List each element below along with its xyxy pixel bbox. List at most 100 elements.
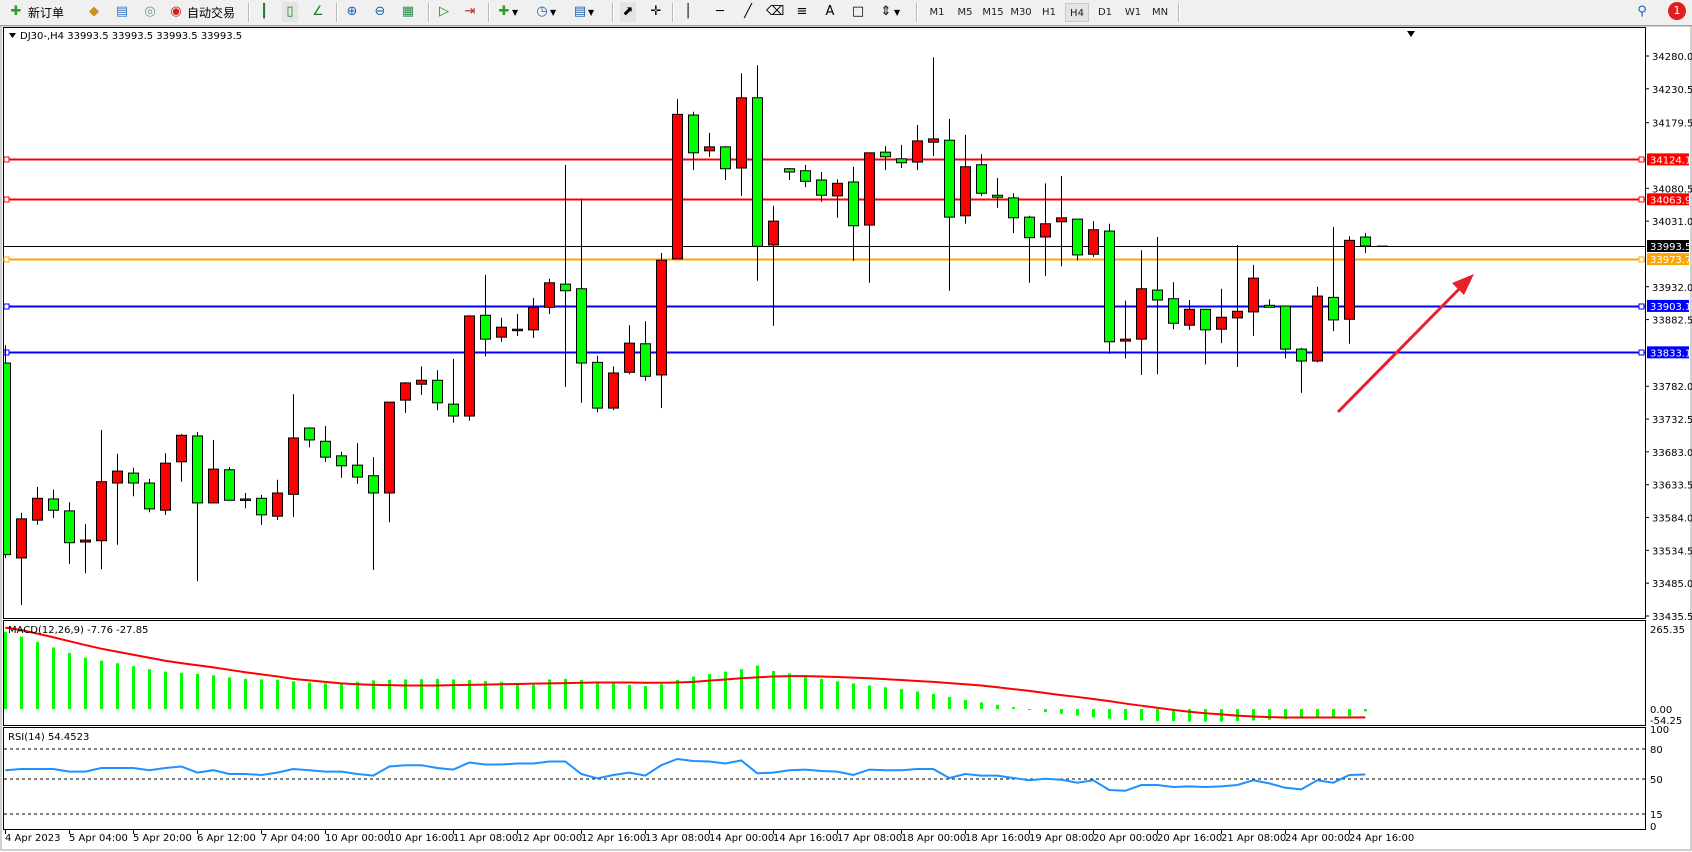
indicators-icon: ✚	[498, 4, 510, 19]
candle	[336, 451, 347, 478]
candle	[144, 479, 155, 513]
line-chart-button[interactable]: ∠	[310, 2, 326, 22]
candle-body	[336, 455, 347, 467]
annotation-arrow-head	[1452, 274, 1474, 295]
level-price-label: 33903.1	[1650, 302, 1691, 313]
candle	[1024, 215, 1035, 283]
candle	[256, 494, 267, 525]
candlestick-button[interactable]: ▯	[282, 2, 298, 22]
time-label: 12 Apr 00:00	[517, 833, 582, 844]
price-tick-label: 34280.0	[1652, 52, 1692, 63]
time-label: 10 Apr 00:00	[325, 833, 390, 844]
market-watch-button[interactable]: ◆	[86, 2, 102, 22]
macd-histogram-bar	[516, 683, 519, 709]
macd-histogram-bar	[756, 665, 759, 709]
macd-histogram-bar	[148, 669, 151, 709]
candle	[1168, 282, 1179, 330]
candle-body	[1312, 295, 1323, 362]
macd-histogram-bar	[324, 683, 327, 709]
navigator-button[interactable]: ▤	[114, 2, 130, 22]
macd-histogram-bar	[932, 693, 935, 709]
text-icon: A	[825, 4, 835, 19]
tile-windows-icon: ▦	[401, 4, 415, 19]
macd-histogram-bar	[1076, 709, 1079, 716]
timeframe-w1[interactable]: W1	[1124, 7, 1142, 18]
level-price-badge	[1647, 299, 1689, 312]
level-handle-right	[1638, 349, 1645, 356]
macd-histogram-bar	[1204, 709, 1207, 722]
chart-shift-button[interactable]: ⇥	[462, 2, 478, 22]
indicators-button[interactable]: ✚ ▼	[496, 2, 519, 22]
auto-trading-button[interactable]: ◉ 自动交易	[168, 2, 235, 22]
timeframe-mn[interactable]: MN	[1151, 7, 1169, 18]
text-button[interactable]: A	[822, 2, 838, 22]
signals-button[interactable]: ◎	[142, 2, 158, 22]
macd-histogram-bar	[1092, 709, 1095, 718]
macd-histogram-bar	[356, 681, 359, 709]
candle	[816, 172, 827, 202]
timeframe-d1[interactable]: D1	[1097, 7, 1113, 18]
macd-histogram-bar	[180, 672, 183, 709]
macd-histogram-bar	[1364, 709, 1367, 712]
candle	[704, 132, 715, 157]
candle	[672, 99, 683, 260]
candle-body	[496, 326, 507, 338]
candle-body	[816, 179, 827, 196]
timeframe-m15[interactable]: M15	[982, 7, 1004, 18]
candle	[496, 317, 507, 342]
macd-histogram-bar	[244, 678, 247, 709]
trendline-button[interactable]: ╱	[740, 2, 756, 22]
timeframe-h1[interactable]: H1	[1042, 7, 1056, 18]
candle	[800, 164, 811, 188]
equidistant-channel-button[interactable]: ⌫	[766, 2, 785, 22]
candle	[544, 278, 555, 314]
chart-shift-marker-icon[interactable]	[1407, 31, 1415, 37]
notification-icon[interactable]: 1	[1668, 2, 1686, 20]
macd-histogram-bar	[276, 680, 279, 709]
candle-body	[1360, 236, 1371, 247]
candle-body	[1008, 197, 1019, 219]
candle-body	[256, 497, 267, 516]
rsi-line	[5, 757, 1366, 792]
macd-histogram-bar	[612, 683, 615, 709]
vertical-line-button[interactable]: │	[680, 2, 696, 22]
timeframe-m5[interactable]: M5	[957, 7, 973, 18]
tile-windows-button[interactable]: ▦	[400, 2, 416, 22]
candle-body	[288, 437, 299, 495]
candle-body	[1296, 348, 1307, 362]
candle	[912, 124, 923, 171]
candle-body	[464, 315, 475, 417]
search-button[interactable]: ⚲	[1634, 2, 1650, 22]
auto-scroll-button[interactable]: ▷	[436, 2, 452, 22]
zoom-out-button[interactable]: ⊖	[372, 2, 388, 22]
timeframe-m30[interactable]: M30	[1010, 7, 1032, 18]
crosshair-button[interactable]: ✛	[648, 2, 664, 22]
candle	[320, 426, 331, 462]
horizontal-line-button[interactable]: ─	[712, 2, 728, 22]
templates-button[interactable]: ▤ ▼	[573, 4, 595, 19]
cursor-button[interactable]: ⬈	[620, 2, 636, 22]
zoom-in-button[interactable]: ⊕	[344, 2, 360, 22]
candle	[1152, 237, 1163, 375]
search-icon: ⚲	[1637, 4, 1647, 19]
macd-histogram-bar	[1060, 709, 1063, 714]
text-label-button[interactable]: □	[850, 2, 866, 22]
candle-body	[16, 518, 27, 559]
new-order-button[interactable]: ✚ 新订单	[8, 2, 64, 22]
arrows-button[interactable]: ⇕ ▼	[878, 2, 901, 22]
timeframe-h4[interactable]: H4	[1065, 3, 1089, 22]
timeframe-m1[interactable]: M1	[929, 7, 945, 18]
candle-body	[784, 168, 795, 173]
candle-body	[976, 164, 987, 194]
equidistant-channel-icon: ⌫	[766, 4, 785, 19]
macd-histogram-bar	[708, 674, 711, 709]
level-price-badge	[1647, 253, 1689, 266]
level-price-badge	[1647, 193, 1689, 206]
fibonacci-button[interactable]: ≡	[794, 2, 810, 22]
candle-body	[1328, 296, 1339, 321]
bar-chart-button[interactable]: ┃	[256, 2, 272, 22]
macd-histogram-bar	[804, 675, 807, 709]
periods-button[interactable]: ◷ ▼	[534, 2, 556, 22]
level-handle-right	[1638, 256, 1645, 263]
